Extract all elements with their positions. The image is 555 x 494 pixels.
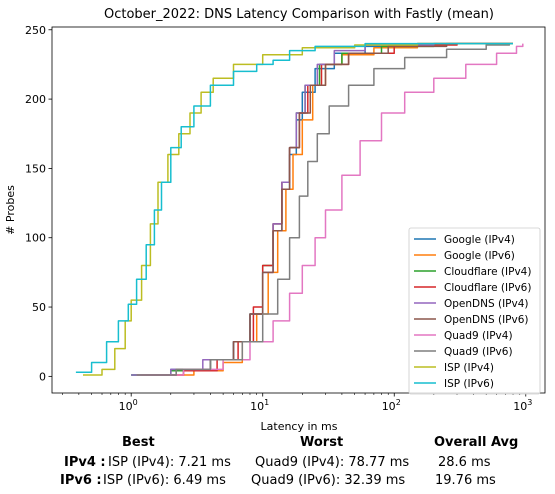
legend-label: OpenDNS (IPv4) <box>444 298 529 310</box>
y-tick-label: 200 <box>25 93 46 106</box>
y-axis-label: # Probes <box>4 185 17 235</box>
overall-header: Overall Avg <box>434 434 518 451</box>
ipv6-overall: 19.76 ms <box>435 472 496 489</box>
legend-label: ISP (IPv6) <box>444 378 494 390</box>
x-tick-label: 100 <box>119 398 138 413</box>
ipv4-row-label: IPv4 : <box>64 454 106 471</box>
y-tick-label: 150 <box>25 162 46 175</box>
x-tick-label: 103 <box>513 398 532 413</box>
legend-label: OpenDNS (IPv6) <box>444 314 529 326</box>
legend-label: Google (IPv6) <box>444 250 515 262</box>
ipv6-worst: Quad9 (IPv6): 32.39 ms <box>251 472 405 489</box>
legend-label: Quad9 (IPv6) <box>444 346 513 358</box>
legend-label: Google (IPv4) <box>444 234 515 246</box>
ipv6-row-label: IPv6 : <box>60 472 102 489</box>
ipv6-best: ISP (IPv6): 6.49 ms <box>103 472 226 489</box>
worst-header: Worst <box>300 434 343 451</box>
y-tick-label: 50 <box>32 301 46 314</box>
chart: October_2022: DNS Latency Comparison wit… <box>0 0 555 432</box>
y-tick-label: 100 <box>25 232 46 245</box>
ipv4-worst: Quad9 (IPv4): 78.77 ms <box>255 454 409 471</box>
legend-label: Cloudflare (IPv4) <box>444 266 531 278</box>
legend-label: Quad9 (IPv4) <box>444 330 513 342</box>
best-header: Best <box>122 434 155 451</box>
legend-label: ISP (IPv4) <box>444 362 494 374</box>
x-tick-label: 102 <box>382 398 401 413</box>
x-axis-label: Latency in ms <box>261 420 338 432</box>
legend: Google (IPv4) Google (IPv6) Cloudflare (IP… <box>409 228 540 394</box>
ipv4-best: ISP (IPv4): 7.21 ms <box>108 454 231 471</box>
summary-table: Best Worst Overall Avg IPv4 : ISP (IPv4)… <box>0 432 555 494</box>
legend-label: Cloudflare (IPv6) <box>444 282 531 294</box>
ipv4-overall: 28.6 ms <box>438 454 491 471</box>
chart-title: October_2022: DNS Latency Comparison wit… <box>104 7 494 22</box>
y-tick-label: 250 <box>25 24 46 37</box>
x-tick-label: 101 <box>250 398 269 413</box>
y-tick-label: 0 <box>39 370 46 383</box>
